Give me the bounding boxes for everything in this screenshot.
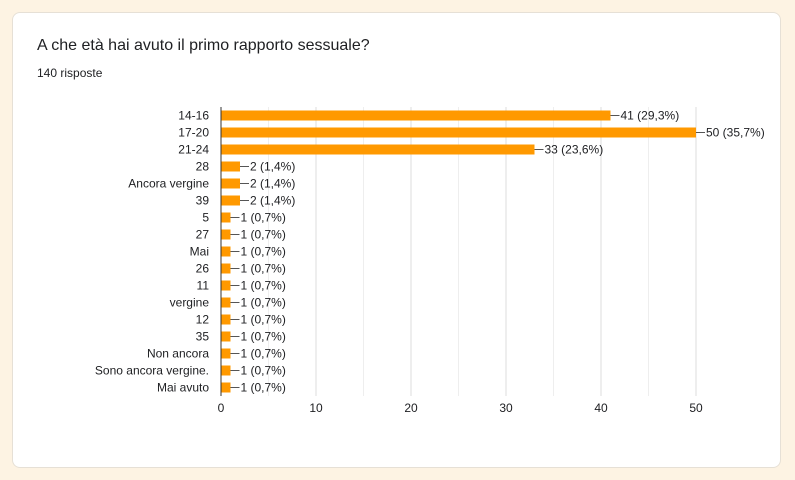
x-tick-label: 40 bbox=[594, 401, 608, 415]
category-label: Non ancora bbox=[147, 347, 209, 361]
data-label: 1 (0,7%) bbox=[241, 313, 286, 327]
category-label: 26 bbox=[196, 262, 210, 276]
data-label: 33 (23,6%) bbox=[545, 143, 604, 157]
bar bbox=[221, 195, 240, 206]
data-label: 2 (1,4%) bbox=[250, 194, 295, 208]
question-title: A che età hai avuto il primo rapporto se… bbox=[37, 37, 370, 54]
data-label: 2 (1,4%) bbox=[250, 160, 295, 174]
bar bbox=[221, 280, 231, 291]
category-label: 21-24 bbox=[178, 143, 209, 157]
x-tick-label: 10 bbox=[309, 401, 323, 415]
data-label: 2 (1,4%) bbox=[250, 177, 295, 191]
bar bbox=[221, 382, 231, 393]
bar-chart: 0 10 20 30 40 50 14-16 41 (29,3%) 17-20 50 (35,7%… bbox=[95, 107, 765, 415]
category-label: Mai avuto bbox=[157, 381, 209, 395]
bar bbox=[221, 110, 611, 121]
data-label: 1 (0,7%) bbox=[241, 228, 286, 242]
category-label: 12 bbox=[196, 313, 210, 327]
data-label: 1 (0,7%) bbox=[241, 279, 286, 293]
x-tick-label: 0 bbox=[218, 401, 225, 415]
bar bbox=[221, 297, 231, 308]
bar bbox=[221, 263, 231, 274]
category-label: vergine bbox=[170, 296, 210, 310]
bar bbox=[221, 212, 231, 223]
category-label: 17-20 bbox=[178, 126, 209, 140]
bar bbox=[221, 348, 231, 359]
bar bbox=[221, 246, 231, 257]
data-label: 1 (0,7%) bbox=[241, 296, 286, 310]
bar bbox=[221, 127, 696, 138]
data-label: 1 (0,7%) bbox=[241, 211, 286, 225]
category-label: 5 bbox=[202, 211, 209, 225]
category-label: Mai bbox=[190, 245, 209, 259]
category-label: 14-16 bbox=[178, 109, 209, 123]
question-card: A che età hai avuto il primo rapporto se… bbox=[12, 12, 781, 468]
data-label: 50 (35,7%) bbox=[706, 126, 765, 140]
category-label: 39 bbox=[196, 194, 210, 208]
category-label: Sono ancora vergine. bbox=[95, 364, 209, 378]
bar bbox=[221, 161, 240, 172]
x-tick-label: 30 bbox=[499, 401, 513, 415]
bar bbox=[221, 365, 231, 376]
category-label: 11 bbox=[197, 279, 210, 293]
category-label: 35 bbox=[196, 330, 210, 344]
data-label: 1 (0,7%) bbox=[241, 347, 286, 361]
response-count: 140 risposte bbox=[37, 66, 103, 80]
category-label: 27 bbox=[196, 228, 210, 242]
category-label: 28 bbox=[196, 160, 210, 174]
bar bbox=[221, 144, 535, 155]
bar bbox=[221, 229, 231, 240]
x-tick-label: 20 bbox=[404, 401, 418, 415]
x-tick-label: 50 bbox=[689, 401, 703, 415]
data-label: 1 (0,7%) bbox=[241, 262, 286, 276]
bar bbox=[221, 331, 231, 342]
data-label: 41 (29,3%) bbox=[621, 109, 680, 123]
category-label: Ancora vergine bbox=[128, 177, 209, 191]
data-label: 1 (0,7%) bbox=[241, 330, 286, 344]
bar bbox=[221, 314, 231, 325]
data-label: 1 (0,7%) bbox=[241, 245, 286, 259]
data-label: 1 (0,7%) bbox=[241, 381, 286, 395]
bar bbox=[221, 178, 240, 189]
data-label: 1 (0,7%) bbox=[241, 364, 286, 378]
